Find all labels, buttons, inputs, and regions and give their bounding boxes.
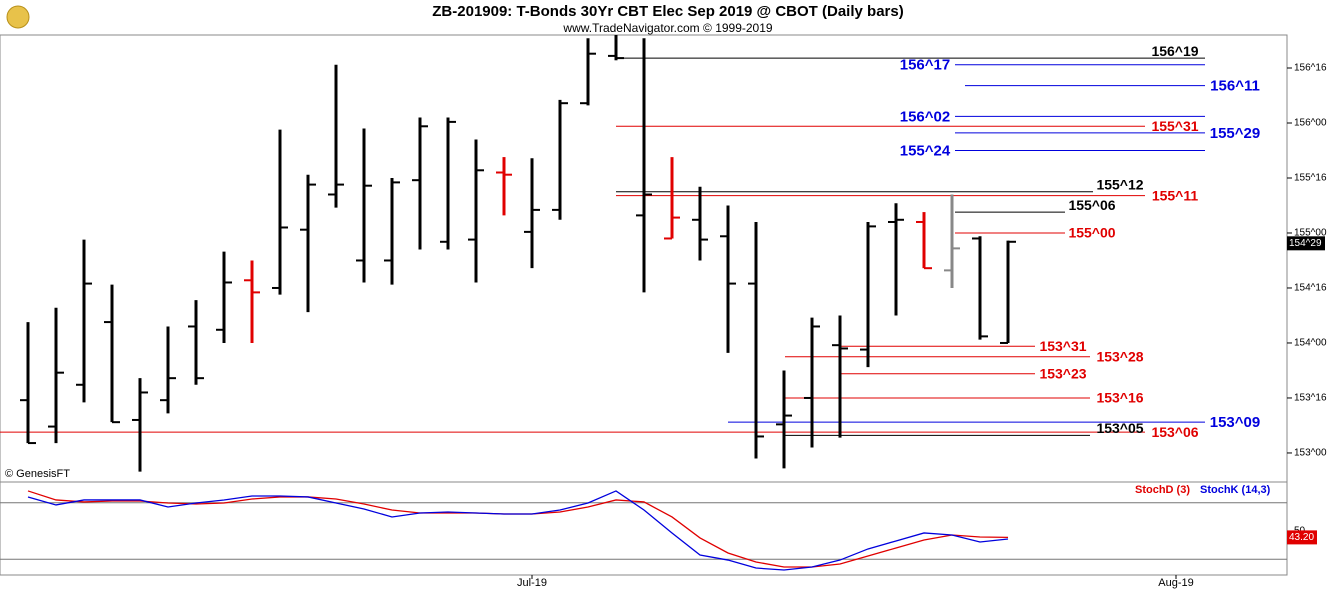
y-tick-label: 155^16 xyxy=(1294,173,1327,184)
chart-title: ZB-201909: T-Bonds 30Yr CBT Elec Sep 201… xyxy=(432,3,903,20)
current-price-box xyxy=(1287,236,1325,251)
level-label: 155^06 xyxy=(1068,197,1115,213)
level-label: 156^11 xyxy=(1210,78,1260,95)
legend-entry: StochD (3) xyxy=(1135,484,1190,496)
y-tick-label: 154^16 xyxy=(1294,283,1327,294)
level-label: 155^12 xyxy=(1096,176,1143,192)
level-label: 155^29 xyxy=(1210,125,1260,142)
source: © GenesisFT xyxy=(5,468,70,480)
level-label: 155^24 xyxy=(900,142,951,159)
y-tick-label: 153^16 xyxy=(1294,393,1327,404)
y-tick-label: 156^00 xyxy=(1294,118,1327,129)
indicator-value-label: 43.20 xyxy=(1289,532,1314,543)
level-label: 153^09 xyxy=(1210,414,1260,431)
level-label: 153^28 xyxy=(1096,348,1143,364)
x-tick-label: Aug-19 xyxy=(1158,577,1193,589)
indicator-line xyxy=(27,490,1009,571)
level-label: 153^16 xyxy=(1096,390,1143,406)
level-label: 155^11 xyxy=(1152,187,1199,203)
indicator-value-box xyxy=(1287,530,1317,545)
level-label: 156^19 xyxy=(1151,43,1198,59)
level-label: 155^00 xyxy=(1068,225,1115,241)
y-tick-label: 153^00 xyxy=(1294,448,1327,459)
y-tick-label: 155^00 xyxy=(1294,228,1327,239)
logo xyxy=(6,5,30,29)
level-label: 153^06 xyxy=(1151,424,1198,440)
y-tick-label: 154^00 xyxy=(1294,338,1327,349)
indicator-panel xyxy=(0,481,1288,576)
y-tick-label: 156^16 xyxy=(1294,63,1327,74)
legend-entry: StochK (14,3) xyxy=(1200,484,1271,496)
subtitle: www.TradeNavigator.com © 1999-2019 xyxy=(562,21,772,35)
level-label: 153^23 xyxy=(1039,365,1086,381)
x-tick-label: Jul-19 xyxy=(517,577,547,589)
level-label: 153^05 xyxy=(1096,420,1143,436)
level-label: 153^31 xyxy=(1039,338,1086,354)
level-label: 155^31 xyxy=(1151,118,1198,134)
current-price-label: 154^29 xyxy=(1289,238,1322,249)
level-label: 156^17 xyxy=(900,57,950,74)
level-label: 156^02 xyxy=(900,108,950,125)
